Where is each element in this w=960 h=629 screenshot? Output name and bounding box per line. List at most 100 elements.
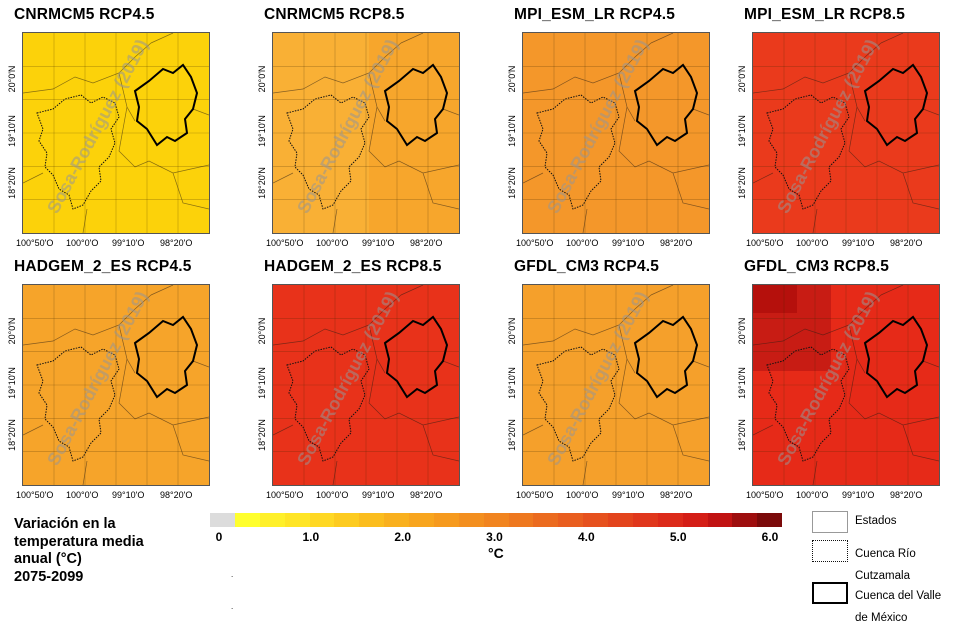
longitude-label: 100°50'O <box>746 490 784 500</box>
map-panel: GFDL_CM3 RCP8.5 20°0'N 19°10'N 18°20'N 100°5… <box>730 258 960 516</box>
state-boundaries <box>523 285 709 485</box>
latitude-label: 19°10'N <box>7 367 17 399</box>
state-boundaries <box>273 285 459 485</box>
temperature-map <box>752 284 940 486</box>
longitude-label: 100°50'O <box>516 238 554 248</box>
legend-title-line-4: 2075-2099 <box>14 568 84 585</box>
temperature-map <box>522 284 710 486</box>
colorbar-swatch <box>682 513 708 527</box>
cutzamala-basin-outline <box>36 346 120 462</box>
longitude-label: 99°10'O <box>112 238 145 248</box>
temperature-field <box>273 285 459 485</box>
map-svg <box>753 285 939 485</box>
panel-title: MPI_ESM_LR RCP8.5 <box>744 6 906 23</box>
state-boundaries <box>23 285 209 485</box>
latitude-label: 19°10'N <box>507 115 517 147</box>
latitude-label: 20°0'N <box>7 65 17 93</box>
legend-key-label: Cuenca Río Cutzamala <box>855 548 916 582</box>
map-panel: MPI_ESM_LR RCP4.5 20°0'N 19°10'N 18°20'N 100… <box>500 6 740 264</box>
colorbar-swatch <box>234 513 260 527</box>
map-panel: HADGEM_2_ES RCP8.5 20°0'N 19°10'N 18°20'N 10… <box>250 258 490 516</box>
state-boundaries <box>753 33 939 233</box>
colorbar-swatch <box>558 513 584 527</box>
longitude-label: 100°0'O <box>796 238 829 248</box>
panel-title: GFDL_CM3 RCP4.5 <box>514 258 660 275</box>
decorative-dot: . <box>231 570 234 579</box>
valle-mexico-basin-outline <box>633 63 699 147</box>
latitude-label: 19°10'N <box>737 367 747 399</box>
colorbar-swatch <box>732 513 758 527</box>
latitude-label: 18°20'N <box>737 419 747 451</box>
legend-key-label: Estados <box>855 515 897 527</box>
map-svg <box>523 33 709 233</box>
colorbar-swatch <box>583 513 608 527</box>
colorbar-swatch <box>334 513 360 527</box>
colorbar-swatch <box>632 513 658 527</box>
temperature-field <box>523 33 709 233</box>
colorbar-swatch <box>210 513 235 527</box>
latitude-label: 20°0'N <box>737 65 747 93</box>
panel-title: MPI_ESM_LR RCP4.5 <box>514 6 676 23</box>
temperature-map <box>752 32 940 234</box>
latitude-label: 19°10'N <box>507 367 517 399</box>
longitude-label: 99°10'O <box>842 238 875 248</box>
colorbar-tick-label: 0 <box>215 530 223 544</box>
map-svg <box>753 33 939 233</box>
panel-title: CNRMCM5 RCP4.5 <box>14 6 155 23</box>
colorbar-tick-label: 4.0 <box>577 530 595 544</box>
colorbar-swatch <box>533 513 559 527</box>
cutzamala-basin-outline <box>766 94 850 210</box>
longitude-label: 100°0'O <box>316 490 349 500</box>
longitude-label: 100°0'O <box>796 490 829 500</box>
legend-key-states <box>812 511 848 533</box>
map-svg <box>23 285 209 485</box>
colorbar-swatch <box>409 513 434 527</box>
longitude-label: 100°0'O <box>566 238 599 248</box>
temperature-map <box>272 284 460 486</box>
latitude-label: 18°20'N <box>7 419 17 451</box>
valle-mexico-basin-outline <box>383 315 449 399</box>
longitude-label: 98°20'O <box>660 490 693 500</box>
legend-title-line-3: anual (°C) <box>14 551 82 567</box>
colorbar-swatch <box>707 513 733 527</box>
temperature-field <box>23 33 209 233</box>
state-boundaries <box>273 33 459 233</box>
colorbar-tick-label: 3.0 <box>486 530 503 544</box>
panel-title: GFDL_CM3 RCP8.5 <box>744 258 890 275</box>
longitude-label: 100°0'O <box>66 490 99 500</box>
colorbar-swatch <box>359 513 385 527</box>
longitude-label: 100°50'O <box>266 490 304 500</box>
colorbar-swatch <box>657 513 683 527</box>
latitude-label: 20°0'N <box>507 65 517 93</box>
temperature-map <box>522 32 710 234</box>
longitude-label: 98°20'O <box>160 238 193 248</box>
legend-title: Variación en la temperatura media anual … <box>14 516 204 586</box>
longitude-label: 99°10'O <box>612 490 645 500</box>
longitude-label: 100°50'O <box>746 238 784 248</box>
map-panel: GFDL_CM3 RCP4.5 20°0'N 19°10'N 18°20'N 100°5… <box>500 258 740 516</box>
valle-mexico-basin-outline <box>383 63 449 147</box>
longitude-label: 99°10'O <box>842 490 875 500</box>
valle-mexico-basin-outline <box>633 315 699 399</box>
map-svg <box>273 285 459 485</box>
longitude-label: 100°50'O <box>266 238 304 248</box>
longitude-label: 99°10'O <box>612 238 645 248</box>
colorbar-swatch <box>309 513 335 527</box>
latitude-label: 20°0'N <box>737 317 747 345</box>
latitude-label: 20°0'N <box>257 65 267 93</box>
map-panel: CNRMCM5 RCP4.5 20°0'N 19°10'N 18°20'N 100°50… <box>0 6 240 264</box>
longitude-label: 98°20'O <box>890 490 923 500</box>
map-panel: MPI_ESM_LR RCP8.5 20°0'N 19°10'N 18°20'N 100… <box>730 6 960 264</box>
latitude-label: 18°20'N <box>507 167 517 199</box>
longitude-label: 99°10'O <box>112 490 145 500</box>
valle-mexico-basin-outline <box>133 63 199 147</box>
temperature-cell-hotspot <box>753 285 797 313</box>
map-svg <box>273 33 459 233</box>
longitude-label: 100°50'O <box>516 490 554 500</box>
colorbar-tick-label: 6.0 <box>761 530 779 544</box>
longitude-label: 98°20'O <box>410 490 443 500</box>
temperature-map <box>272 32 460 234</box>
longitude-label: 99°10'O <box>362 490 395 500</box>
latitude-label: 19°10'N <box>257 367 267 399</box>
cutzamala-basin-outline <box>536 94 620 210</box>
